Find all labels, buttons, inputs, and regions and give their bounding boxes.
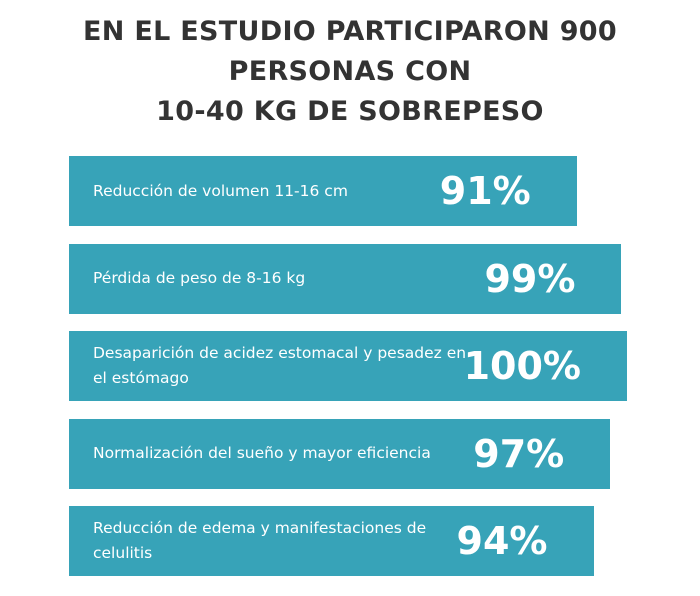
value-label: 99% xyxy=(484,256,576,301)
bar: Reducción de volumen 11-16 cm 91% xyxy=(69,156,577,226)
value-label: 91% xyxy=(439,169,531,213)
bar: Pérdida de peso de 8-16 kg 99% xyxy=(69,243,622,314)
category-label: Reducción de edema y manifestaciones de … xyxy=(93,519,427,562)
category-label: Desaparición de acidez estomacal y pesad… xyxy=(93,344,467,387)
value-label: 94% xyxy=(456,519,548,563)
bar: Reducción de edema y manifestaciones de … xyxy=(69,506,594,576)
chart-title: EN EL ESTUDIO PARTICIPARON 900 PERSONAS … xyxy=(83,16,617,127)
category-label: Reducción de volumen 11-16 cm xyxy=(93,181,348,200)
category-label: Normalización del sueño y mayor eficienc… xyxy=(93,444,431,462)
value-label: 100% xyxy=(463,344,581,388)
category-label: Pérdida de peso de 8-16 kg xyxy=(93,269,306,287)
bar: Normalización del sueño y mayor eficienc… xyxy=(69,418,611,489)
bar: Desaparición de acidez estomacal y pesad… xyxy=(69,331,627,401)
value-label: 97% xyxy=(473,431,565,476)
